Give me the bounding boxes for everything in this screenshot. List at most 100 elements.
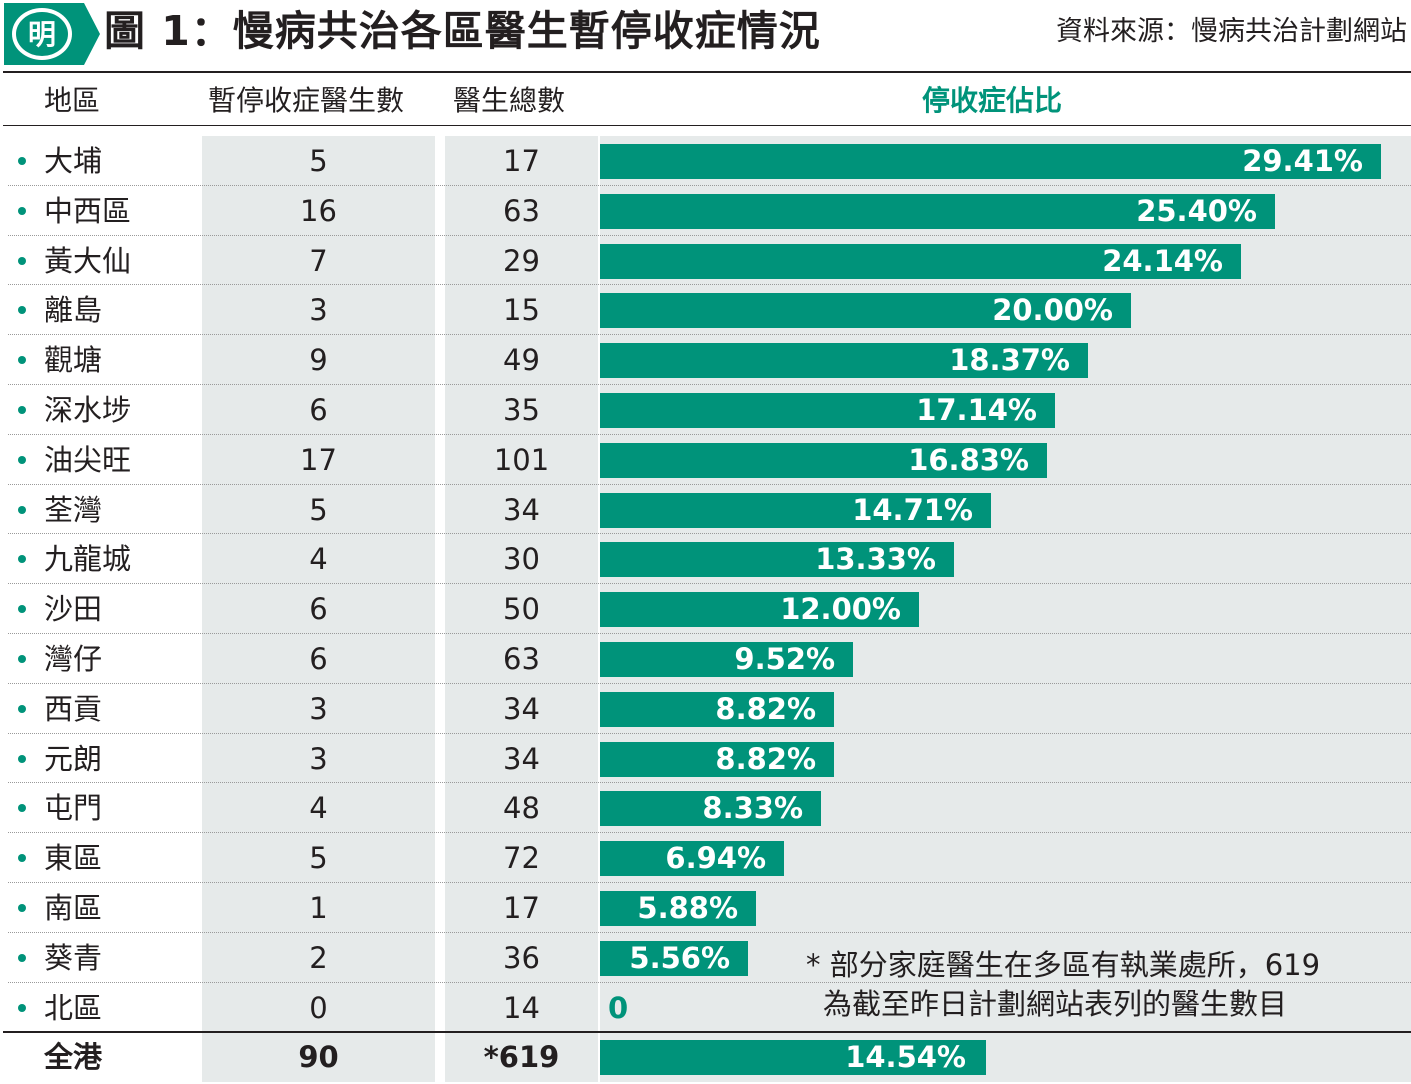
region-name: 東區 [44, 841, 103, 875]
share-bar [600, 791, 821, 826]
share-bar [600, 393, 1055, 428]
share-bar [600, 194, 1275, 229]
bullet-dot [18, 157, 26, 165]
total-count: 15 [503, 293, 540, 327]
total-count: 48 [503, 791, 540, 825]
bullet-dot [18, 1004, 26, 1012]
total-count: 63 [503, 642, 540, 676]
region-name: 深水埗 [44, 393, 132, 427]
total-count: 29 [503, 244, 540, 278]
row-divider [8, 533, 1411, 534]
suspended-count: 5 [309, 841, 328, 875]
suspended-count: 5 [309, 144, 328, 178]
row-divider [8, 683, 1411, 684]
bullet-dot [18, 705, 26, 713]
suspended-count: 3 [309, 742, 328, 776]
total-count: 49 [503, 343, 540, 377]
logo-text: 明 [28, 18, 56, 51]
total-count: 17 [503, 891, 540, 925]
suspended-count: 5 [309, 493, 328, 527]
region-name: 沙田 [44, 592, 103, 626]
footnote-line-1: * 部分家庭醫生在多區有執業處所，619 [806, 948, 1321, 982]
suspended-count: 7 [309, 244, 328, 278]
share-bar-label: 8.82% [715, 692, 816, 726]
bullet-dot [18, 406, 26, 414]
share-bar-label: 12.00% [780, 592, 901, 626]
region-name: 屯門 [44, 791, 103, 825]
column-header-share: 停收症佔比 [922, 84, 1063, 117]
total-region: 全港 [44, 1040, 103, 1074]
suspended-column-background [202, 136, 435, 1082]
ming-pao-logo: 明 [4, 3, 100, 65]
total-bar-label: 14.54% [845, 1040, 966, 1074]
row-divider [8, 434, 1411, 435]
share-bar [600, 692, 834, 727]
region-name: 觀塘 [44, 343, 103, 377]
bullet-dot [18, 207, 26, 215]
bullet-dot [18, 854, 26, 862]
header: 明 圖 1：慢病共治各區醫生暫停收症情況 資料來源：慢病共治計劃網站 [0, 0, 1411, 70]
share-bar [600, 244, 1241, 279]
share-bar [600, 891, 756, 926]
total-count: 50 [503, 592, 540, 626]
share-bar [600, 841, 784, 876]
total-bar [600, 1040, 986, 1075]
bullet-dot [18, 954, 26, 962]
region-name: 葵青 [44, 941, 103, 975]
total-count: 17 [503, 144, 540, 178]
footnote-line-2: 為截至昨日計劃網站表列的醫生數目 [823, 987, 1288, 1021]
region-name: 南區 [44, 891, 103, 925]
suspended-count: 2 [309, 941, 328, 975]
share-bar-label: 16.83% [908, 443, 1029, 477]
suspended-count: 4 [309, 542, 328, 576]
bullet-dot [18, 655, 26, 663]
total-column-background [445, 136, 598, 1082]
row-divider [8, 384, 1411, 385]
region-name: 中西區 [44, 194, 132, 228]
bullet-dot [18, 506, 26, 514]
share-bar [600, 443, 1047, 478]
bullet-dot [18, 755, 26, 763]
share-bar [600, 493, 991, 528]
share-bar-label: 5.88% [637, 891, 738, 925]
total-doctors: *619 [483, 1040, 560, 1074]
total-count: 30 [503, 542, 540, 576]
suspended-count: 3 [309, 692, 328, 726]
share-bar-label: 0 [608, 991, 629, 1025]
total-count: 34 [503, 493, 540, 527]
share-bar-label: 8.33% [702, 791, 803, 825]
share-bar [600, 293, 1131, 328]
bullet-dot [18, 555, 26, 563]
suspended-count: 17 [300, 443, 337, 477]
bullet-dot [18, 456, 26, 464]
row-divider [8, 334, 1411, 335]
region-name: 元朗 [44, 742, 103, 776]
bullet-dot [18, 356, 26, 364]
bullet-dot [18, 306, 26, 314]
suspended-count: 3 [309, 293, 328, 327]
chart-title: 圖 1：慢病共治各區醫生暫停收症情況 [104, 7, 821, 55]
total-count: 72 [503, 841, 540, 875]
bullet-dot [18, 605, 26, 613]
share-bar-label: 5.56% [629, 941, 730, 975]
share-bar [600, 592, 919, 627]
total-count: 35 [503, 393, 540, 427]
suspended-count: 16 [300, 194, 337, 228]
total-count: 14 [503, 991, 540, 1025]
share-bar-label: 20.00% [992, 293, 1113, 327]
suspended-count: 6 [309, 393, 328, 427]
total-suspended: 90 [298, 1040, 339, 1074]
share-bar [600, 144, 1381, 179]
total-count: 34 [503, 692, 540, 726]
share-bar-label: 13.33% [815, 542, 936, 576]
share-bar-label: 18.37% [949, 343, 1070, 377]
top-rule [3, 71, 1411, 73]
region-name: 大埔 [44, 144, 103, 178]
row-divider [8, 832, 1411, 833]
share-bar-label: 14.71% [852, 493, 973, 527]
share-bar-label: 9.52% [734, 642, 835, 676]
row-divider [8, 284, 1411, 285]
share-bar-label: 29.41% [1242, 144, 1363, 178]
region-name: 灣仔 [44, 642, 103, 676]
region-name: 西貢 [44, 692, 103, 726]
